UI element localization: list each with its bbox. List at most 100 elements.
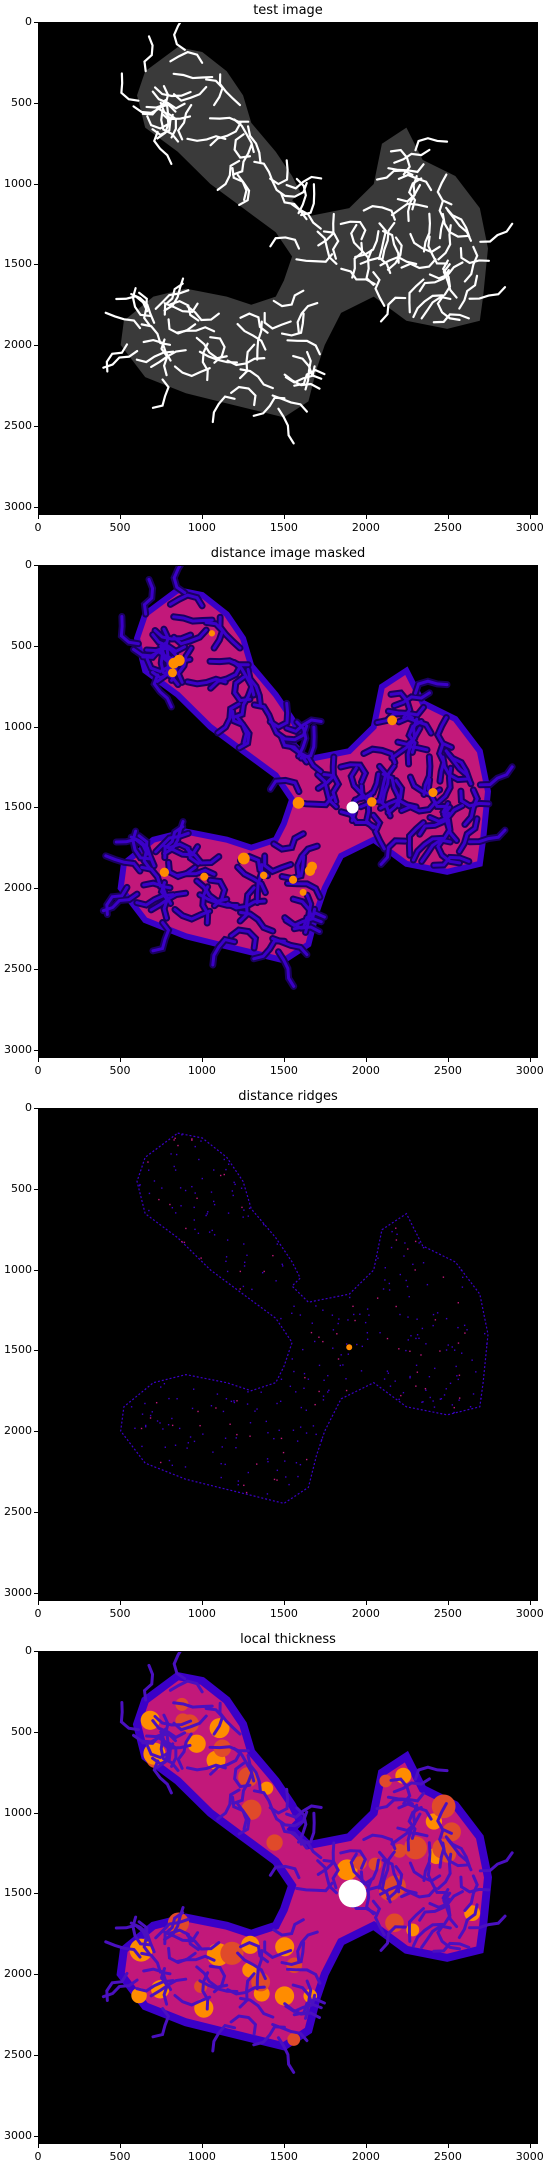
ridge-point bbox=[174, 1169, 177, 1171]
structure-line bbox=[216, 159, 241, 192]
structure-line bbox=[218, 615, 242, 650]
ridge-point bbox=[469, 1405, 472, 1408]
structure-line bbox=[339, 220, 367, 241]
structure-line bbox=[316, 1841, 336, 1876]
y-tick-mark bbox=[34, 506, 38, 508]
structure-line bbox=[400, 258, 437, 270]
structure-line bbox=[151, 921, 171, 953]
structure-line bbox=[156, 107, 170, 140]
structure-line bbox=[263, 1940, 293, 1960]
ridge-point bbox=[422, 1246, 425, 1249]
ridge-point bbox=[147, 1161, 149, 1163]
ridge-point bbox=[149, 1417, 152, 1419]
structure-line bbox=[339, 1849, 367, 1870]
structure-line bbox=[246, 667, 262, 707]
ridge-point bbox=[464, 1332, 466, 1334]
x-tick-mark bbox=[119, 1058, 121, 1062]
ridge-point bbox=[229, 1423, 231, 1425]
ridge-point bbox=[439, 1350, 441, 1352]
ridge-point bbox=[244, 1261, 246, 1264]
ridge-point bbox=[451, 1346, 453, 1348]
ridge-point bbox=[282, 1451, 285, 1454]
structure-line bbox=[409, 232, 441, 254]
structure-line bbox=[379, 839, 407, 866]
ridge-point bbox=[225, 1168, 227, 1171]
ridge-point bbox=[400, 1394, 402, 1397]
ridge-point bbox=[414, 1240, 417, 1243]
ridge-point bbox=[213, 1234, 216, 1236]
image-plot bbox=[38, 1651, 538, 2144]
structure-line bbox=[172, 72, 214, 80]
ridge-point bbox=[434, 1319, 437, 1321]
ridge-point bbox=[224, 1463, 226, 1466]
ridge-point bbox=[275, 1280, 277, 1282]
ridge-point bbox=[191, 1185, 193, 1188]
y-tick-mark bbox=[34, 1812, 38, 1814]
ridge-point bbox=[207, 1211, 209, 1213]
structure-line bbox=[400, 800, 437, 813]
structure-line bbox=[252, 396, 286, 417]
structure-line bbox=[152, 1759, 173, 1795]
structure-line bbox=[428, 804, 464, 823]
structure-line bbox=[381, 221, 396, 261]
structure-line bbox=[426, 1864, 449, 1895]
ridge-point bbox=[159, 1422, 161, 1424]
ridge-point bbox=[322, 1309, 324, 1311]
ridge-point bbox=[220, 1462, 222, 1465]
ridge-point bbox=[366, 1332, 369, 1334]
high-distance-spot bbox=[367, 797, 377, 807]
high-distance-spot bbox=[387, 715, 398, 726]
structure-line bbox=[427, 235, 448, 265]
ridge-point bbox=[302, 1348, 304, 1351]
x-tick-label: 2500 bbox=[433, 2150, 462, 2163]
ridge-point bbox=[181, 1134, 183, 1136]
blob-region bbox=[120, 47, 488, 418]
x-tick-mark bbox=[447, 515, 449, 519]
ridge-point bbox=[407, 1316, 409, 1318]
ridge-point bbox=[297, 1475, 299, 1478]
ridge-point bbox=[320, 1439, 323, 1441]
structure-line bbox=[272, 1918, 305, 1937]
ridge-point bbox=[293, 1370, 295, 1373]
ridge-point bbox=[183, 1241, 186, 1244]
structure-line bbox=[268, 1864, 301, 1880]
ridge-point bbox=[191, 1139, 193, 1141]
y-tick-mark bbox=[34, 807, 38, 809]
ridge-point bbox=[327, 1391, 329, 1393]
structure-line bbox=[299, 725, 316, 760]
ridge-point bbox=[234, 1183, 236, 1186]
thickness-disk bbox=[274, 1986, 295, 2006]
ridge-point bbox=[304, 1376, 306, 1379]
ridge-point bbox=[247, 1391, 249, 1393]
structure-line bbox=[141, 1732, 177, 1745]
structure-line bbox=[432, 855, 471, 867]
y-tick-mark bbox=[34, 565, 38, 566]
structure-line bbox=[478, 765, 514, 787]
y-tick-mark bbox=[34, 1431, 38, 1433]
x-tick-mark bbox=[201, 1058, 203, 1062]
structure-line bbox=[152, 673, 173, 709]
ridge-point bbox=[451, 1404, 454, 1406]
structure-line bbox=[229, 2014, 258, 2036]
y-tick-label: 1500 bbox=[4, 1343, 32, 1357]
ridge-point bbox=[196, 1197, 198, 1199]
ridge-point bbox=[193, 1440, 196, 1443]
high-distance-spot bbox=[259, 871, 268, 880]
ridge-point bbox=[312, 1425, 315, 1427]
structure-line bbox=[408, 278, 425, 314]
ridge-point bbox=[160, 1386, 162, 1388]
structure-line bbox=[411, 1922, 444, 1948]
y-tick-label: 0 bbox=[25, 558, 32, 571]
ridge-point bbox=[475, 1371, 477, 1373]
structure-line bbox=[246, 1753, 262, 1793]
structure-line bbox=[411, 836, 444, 862]
ridge-point bbox=[174, 1444, 177, 1446]
ridge-point bbox=[432, 1400, 434, 1402]
ridge-point bbox=[242, 1216, 244, 1218]
structure-line bbox=[436, 294, 461, 321]
ridge-point bbox=[179, 1187, 182, 1189]
ridge-point bbox=[254, 1410, 256, 1412]
x-tick-mark bbox=[38, 1601, 39, 1605]
structure-line bbox=[428, 1890, 464, 1909]
structure-line bbox=[463, 788, 479, 826]
